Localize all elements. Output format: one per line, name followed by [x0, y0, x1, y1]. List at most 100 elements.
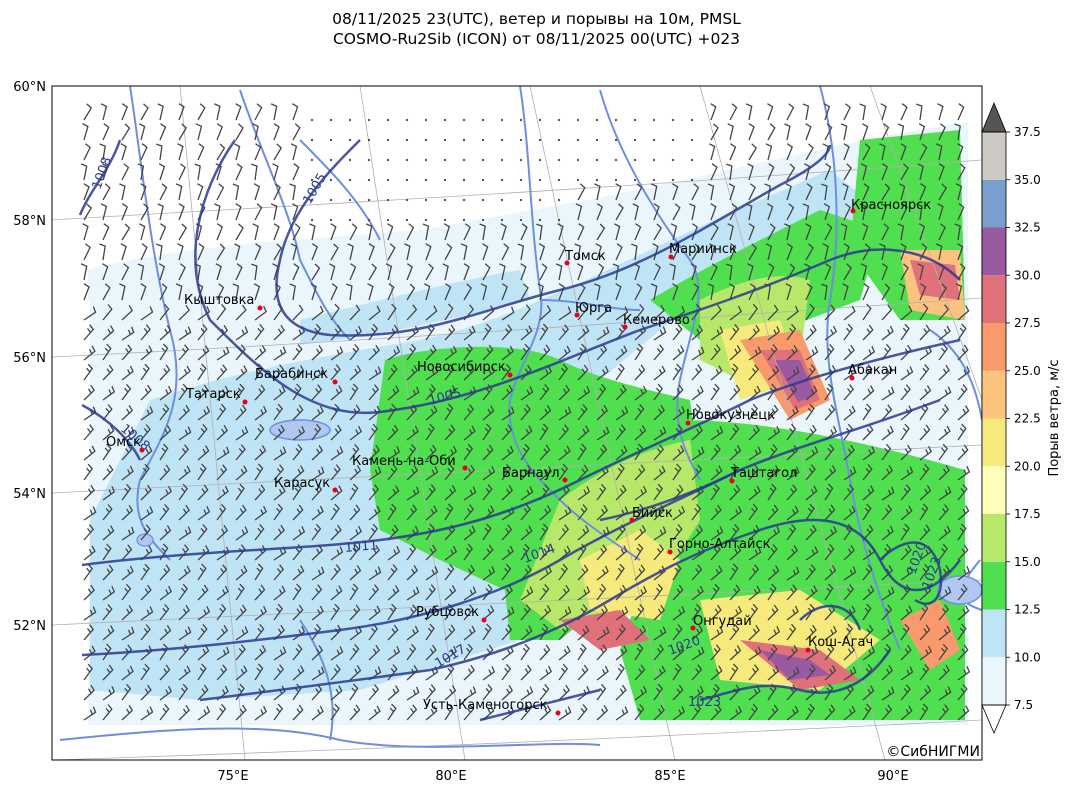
- wind-barb: [615, 463, 625, 481]
- wind-barb: [195, 123, 203, 141]
- wind-barb: [710, 103, 717, 121]
- wind-barb: [232, 183, 240, 201]
- wind-barb: [520, 404, 531, 421]
- wind-barb: [634, 664, 646, 681]
- wind-barb: [918, 123, 926, 141]
- wind-barb: [140, 406, 154, 421]
- wind-barb: [862, 324, 874, 341]
- wind-barb: [197, 363, 207, 381]
- wind-barb: [517, 243, 525, 261]
- wind-barb: [957, 484, 968, 501]
- wind-barb: [482, 605, 495, 621]
- wind-barb: [367, 283, 374, 301]
- wind-barb: [691, 603, 702, 621]
- wind-barb: [520, 443, 530, 461]
- wind-barb: [710, 163, 718, 181]
- wind-barb: [121, 526, 135, 541]
- wind-barb: [919, 303, 929, 321]
- wind-barb: [157, 103, 164, 121]
- wind-barb: [385, 263, 393, 281]
- wind-barb: [881, 386, 895, 401]
- wind-barb: [140, 684, 152, 701]
- wind-barb: [577, 504, 588, 521]
- wind-barb-calm: [310, 178, 314, 182]
- wind-barb: [197, 445, 210, 461]
- wind-barb: [938, 183, 948, 201]
- wind-barb: [292, 123, 301, 141]
- wind-barb: [748, 424, 760, 441]
- wind-barb: [178, 483, 189, 501]
- wind-barb-calm: [367, 118, 371, 122]
- wind-barb: [634, 485, 648, 501]
- wind-barb: [482, 243, 489, 261]
- wind-barb: [957, 584, 968, 601]
- city-marker: [507, 372, 513, 378]
- lat-label: 56°N: [13, 351, 46, 366]
- wind-barb: [615, 606, 629, 621]
- wind-barb: [842, 283, 849, 301]
- wind-barb: [197, 484, 209, 501]
- wind-barb: [463, 325, 476, 341]
- wind-barb: [919, 183, 927, 201]
- wind-barb: [802, 203, 810, 221]
- wind-barb: [178, 465, 191, 481]
- wind-barb: [786, 366, 800, 381]
- wind-barb: [862, 403, 872, 421]
- wind-barb: [235, 465, 248, 481]
- wind-barb: [558, 306, 572, 321]
- wind-barb: [574, 243, 581, 261]
- wind-barb: [387, 283, 395, 301]
- wind-barb: [840, 123, 848, 141]
- wind-barb: [177, 243, 184, 261]
- wind-barb: [292, 626, 306, 641]
- wind-barb: [862, 346, 876, 361]
- wind-barb: [329, 263, 336, 281]
- wind-barb: [292, 526, 306, 541]
- wind-barb: [805, 546, 819, 561]
- wind-barb: [862, 703, 872, 721]
- city-label-tatarsk: Татарск: [185, 387, 241, 402]
- wind-barb: [596, 203, 603, 221]
- wind-barb: [235, 223, 244, 241]
- city-label-karasuk: Карасук: [274, 476, 330, 491]
- wind-barb: [653, 326, 667, 341]
- wind-barb: [406, 283, 416, 301]
- wind-barb: [634, 643, 644, 661]
- wind-barb: [596, 383, 607, 401]
- wind-barb: [919, 143, 928, 161]
- wind-barb: [824, 704, 836, 721]
- wind-barb: [670, 223, 678, 241]
- wind-barb: [634, 183, 643, 201]
- city-label-kamen-na-obi: Камень-на-Оби: [352, 454, 456, 469]
- wind-barb: [197, 524, 208, 541]
- wind-barb: [387, 646, 401, 661]
- wind-barb-calm: [310, 198, 314, 202]
- wind-barb-calm: [462, 118, 466, 122]
- wind-barb: [919, 424, 931, 441]
- wind-barb: [691, 424, 704, 441]
- wind-barb: [102, 643, 112, 661]
- wind-barb-calm: [519, 118, 523, 122]
- wind-barb: [520, 625, 533, 641]
- wind-barb: [444, 585, 457, 601]
- wind-barb: [748, 303, 759, 321]
- wind-barb: [634, 525, 647, 541]
- wind-barb: [406, 304, 418, 321]
- wind-barb: [273, 243, 283, 261]
- wind-barb: [650, 283, 658, 301]
- wind-barb: [672, 524, 683, 541]
- wind-barb: [252, 223, 259, 241]
- wind-barb: [862, 485, 875, 501]
- wind-barb: [710, 526, 724, 541]
- wind-barb-calm: [481, 138, 485, 142]
- lon-label: 80°E: [435, 769, 466, 784]
- wind-barb: [140, 384, 152, 401]
- wind-barb: [102, 325, 115, 341]
- wind-barb: [520, 604, 531, 621]
- wind-barb: [672, 584, 684, 601]
- wind-barb: [957, 423, 967, 441]
- wind-barb: [805, 664, 816, 681]
- wind-barb: [520, 425, 533, 441]
- wind-barb: [615, 406, 629, 421]
- wind-barb: [292, 404, 304, 421]
